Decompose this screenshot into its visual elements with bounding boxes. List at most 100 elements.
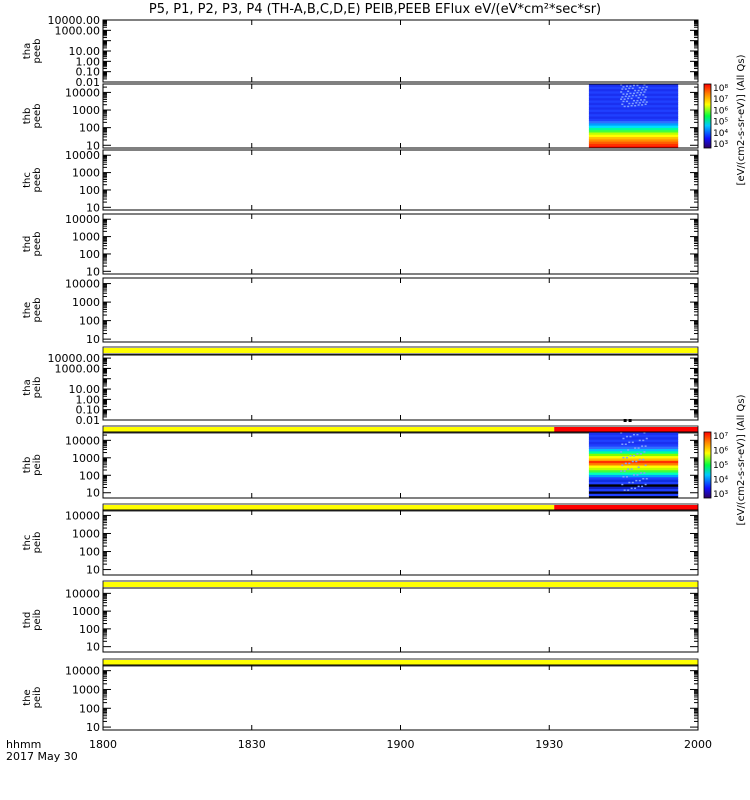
y-tick-label: 10: [86, 721, 100, 734]
y-axis-label: thb: [22, 108, 33, 125]
spectrogram-speckle: [635, 102, 638, 104]
spectrogram-speckle: [642, 101, 645, 103]
spectrogram-speckle: [638, 86, 641, 89]
spectrogram-speckle: [630, 97, 633, 100]
spectrogram-speckle: [636, 474, 639, 476]
spectrogram-speckle: [625, 476, 628, 478]
x-tick-label: 2000: [684, 738, 712, 751]
spectrogram-speckle: [644, 96, 647, 98]
y-tick-label: 100: [79, 248, 100, 261]
y-axis-label: peeb: [32, 104, 43, 129]
spectrogram-speckle: [644, 103, 647, 106]
y-axis-label: the: [22, 689, 33, 705]
y-tick-label: 10: [86, 487, 100, 500]
spectrogram-speckle: [629, 92, 632, 95]
spectrogram-row: [588, 486, 679, 490]
spectrogram-row: [588, 106, 679, 110]
panel-frame: [102, 277, 699, 343]
y-tick-label: 10.00: [69, 383, 101, 396]
spectrogram-row: [588, 455, 679, 459]
y-axis-label: peeb: [32, 232, 43, 257]
panel-frame: [102, 664, 699, 731]
y-tick-label: 10: [86, 265, 100, 278]
spectrogram-row: [588, 436, 679, 440]
y-tick-label: 10000: [65, 278, 100, 291]
spectrogram-row: [588, 469, 679, 473]
y-tick-label: 1000.00: [55, 24, 101, 37]
spectrogram-speckle: [641, 89, 644, 91]
spectrogram-speckle: [628, 481, 631, 484]
spectrogram-speckle: [621, 443, 624, 445]
y-tick-label: 10: [86, 201, 100, 214]
spectrogram-speckle: [628, 462, 631, 465]
spectrogram-speckle: [643, 84, 646, 86]
spectrogram-speckle: [642, 458, 645, 461]
panel-frame: [102, 509, 699, 576]
spectrogram-row: [588, 493, 679, 497]
spectrogram-row: [588, 125, 679, 128]
spectrogram-row: [588, 111, 679, 115]
spectrogram-speckle: [641, 104, 644, 106]
spectrogram-speckle: [637, 89, 640, 92]
y-axis-label: peeb: [32, 168, 43, 193]
panel-frame: [102, 19, 699, 83]
y-tick-label: 1000: [72, 452, 100, 465]
spectrogram-speckle: [632, 474, 635, 476]
spectrogram-row: [588, 467, 679, 471]
spectrogram-row: [588, 457, 679, 461]
spectrogram-speckle: [630, 487, 633, 490]
flag-bar-frame: [102, 346, 699, 355]
colorbar-tick-label: 10³: [713, 490, 728, 500]
y-tick-label: 1.00: [76, 393, 101, 406]
spectrogram-speckle: [642, 477, 645, 480]
spectrogram-speckle: [638, 479, 641, 482]
spectrogram-speckle: [634, 104, 637, 107]
spectrogram-speckle: [638, 458, 641, 461]
spectrogram-speckle: [628, 95, 631, 98]
y-tick-label: 100: [79, 702, 100, 715]
spectrogram-row: [588, 118, 679, 122]
spectrogram-speckle: [631, 481, 634, 484]
y-tick-label: 100: [79, 184, 100, 197]
spectrogram-speckle: [635, 479, 638, 482]
colorbar-1: 10⁷ 10⁶ 10⁵ 10⁴ 10³ [eV/(cm2-s-sr-eV)] (All Q…: [703, 394, 747, 525]
y-axis-label: tha: [22, 43, 33, 59]
spectrogram-speckle: [632, 99, 635, 102]
spectrogram-row: [588, 443, 679, 447]
spectrogram-speckle: [625, 100, 628, 103]
y-tick-label: 100: [79, 469, 100, 482]
panel-thd-peib: 10000 1000 100 10 thd peib: [22, 587, 699, 667]
spectrogram-speckle: [627, 468, 630, 470]
y-axis-label: thb: [22, 457, 33, 474]
spectrogram-speckle: [637, 97, 640, 99]
y-tick-label: 100: [79, 546, 100, 559]
spectrogram-row: [588, 109, 679, 112]
y-tick-label: 10000: [65, 587, 100, 600]
spectrogram-row: [588, 453, 679, 457]
y-tick-label: 10.00: [69, 45, 101, 58]
spectrogram-speckle: [637, 466, 640, 468]
spectrogram-row: [588, 143, 679, 147]
spectrogram-row: [588, 446, 679, 449]
colorbar-tick-label: 10⁴: [713, 129, 728, 139]
colorbar-tick-label: 10⁸: [713, 84, 728, 94]
spectrogram-speckle: [637, 104, 640, 106]
y-tick-label: 0.10: [76, 66, 101, 79]
spectrogram-speckle: [632, 454, 635, 457]
spectrogram-speckle: [628, 102, 631, 105]
spectrogram-speckle: [627, 489, 630, 491]
spectrogram-speckle: [620, 98, 623, 100]
spectrogram-row: [588, 439, 679, 442]
spectrogram-speckle: [639, 99, 642, 101]
spectrogram-speckle: [645, 86, 648, 88]
spectrogram-row: [588, 97, 679, 101]
colorbar-tick-label: 10⁷: [713, 432, 728, 442]
spectrogram-speckle: [625, 85, 628, 87]
y-tick-label: 1000: [72, 104, 100, 117]
spectrogram-speckle: [622, 437, 625, 440]
y-tick-label: 10000: [65, 665, 100, 678]
spectrogram-data: [588, 432, 679, 499]
